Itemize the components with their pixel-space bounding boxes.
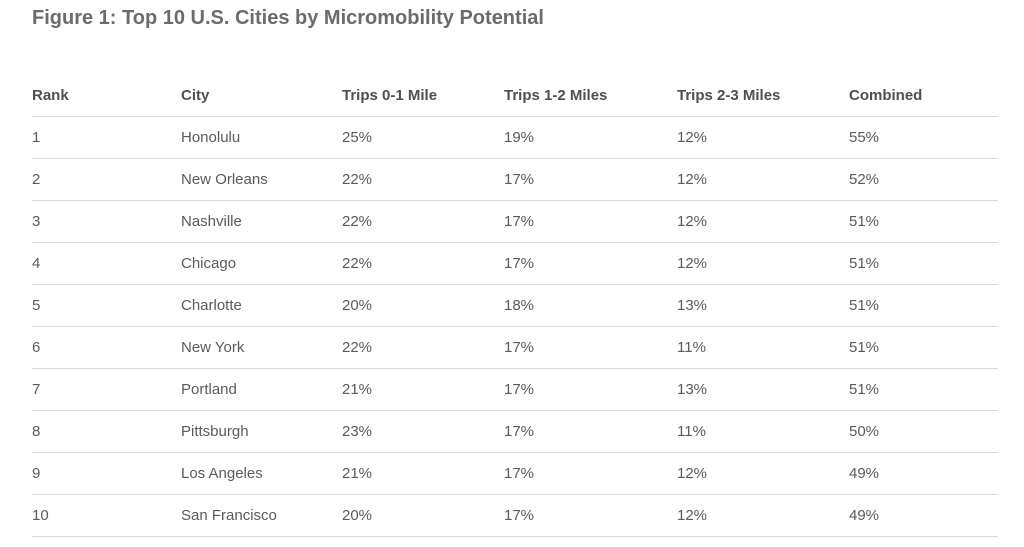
cell-city: Pittsburgh — [181, 410, 342, 453]
cell-city: Chicago — [181, 242, 342, 285]
table-row: 8 Pittsburgh 23% 17% 11% 50% — [32, 410, 998, 453]
cell-trips-0-1: 20% — [342, 284, 504, 327]
page-title: Figure 1: Top 10 U.S. Cities by Micromob… — [32, 7, 544, 29]
cell-trips-0-1: 22% — [342, 200, 504, 243]
cell-trips-2-3: 12% — [677, 200, 849, 243]
cell-rank: 5 — [32, 284, 181, 327]
cell-combined: 51% — [849, 284, 998, 327]
cell-combined: 55% — [849, 116, 998, 159]
cell-combined: 50% — [849, 410, 998, 453]
cell-combined: 49% — [849, 494, 998, 537]
column-header-combined: Combined — [849, 74, 998, 117]
table-row: 9 Los Angeles 21% 17% 12% 49% — [32, 452, 998, 495]
cell-trips-2-3: 12% — [677, 242, 849, 285]
cell-trips-1-2: 17% — [504, 326, 677, 369]
cell-trips-1-2: 17% — [504, 242, 677, 285]
column-header-trips-1-2: Trips 1-2 Miles — [504, 74, 677, 117]
column-header-trips-2-3: Trips 2-3 Miles — [677, 74, 849, 117]
cell-combined: 49% — [849, 452, 998, 495]
cell-combined: 51% — [849, 200, 998, 243]
cell-rank: 6 — [32, 326, 181, 369]
table-row: 1 Honolulu 25% 19% 12% 55% — [32, 116, 998, 159]
cell-city: Nashville — [181, 200, 342, 243]
column-header-trips-0-1: Trips 0-1 Mile — [342, 74, 504, 117]
cell-trips-1-2: 19% — [504, 116, 677, 159]
cell-trips-2-3: 13% — [677, 368, 849, 411]
column-header-city: City — [181, 74, 342, 117]
cell-trips-1-2: 17% — [504, 200, 677, 243]
cell-trips-1-2: 18% — [504, 284, 677, 327]
cell-rank: 10 — [32, 494, 181, 537]
cell-rank: 2 — [32, 158, 181, 201]
cell-trips-0-1: 22% — [342, 158, 504, 201]
cell-rank: 9 — [32, 452, 181, 495]
data-table: Rank City Trips 0-1 Mile Trips 1-2 Miles… — [32, 74, 998, 537]
cell-city: San Francisco — [181, 494, 342, 537]
cell-rank: 3 — [32, 200, 181, 243]
cell-combined: 51% — [849, 326, 998, 369]
cell-trips-2-3: 12% — [677, 452, 849, 495]
cell-trips-1-2: 17% — [504, 410, 677, 453]
table-row: 3 Nashville 22% 17% 12% 51% — [32, 200, 998, 243]
cell-trips-1-2: 17% — [504, 494, 677, 537]
table-row: 5 Charlotte 20% 18% 13% 51% — [32, 284, 998, 327]
cell-city: Los Angeles — [181, 452, 342, 495]
cell-city: Charlotte — [181, 284, 342, 327]
cell-trips-1-2: 17% — [504, 368, 677, 411]
table-row: 4 Chicago 22% 17% 12% 51% — [32, 242, 998, 285]
cell-trips-1-2: 17% — [504, 452, 677, 495]
cell-trips-2-3: 13% — [677, 284, 849, 327]
cell-trips-0-1: 21% — [342, 452, 504, 495]
cell-trips-0-1: 20% — [342, 494, 504, 537]
table-row: 10 San Francisco 20% 17% 12% 49% — [32, 494, 998, 537]
cell-combined: 51% — [849, 368, 998, 411]
table-row: 2 New Orleans 22% 17% 12% 52% — [32, 158, 998, 201]
cell-combined: 52% — [849, 158, 998, 201]
cell-trips-2-3: 11% — [677, 326, 849, 369]
cell-trips-0-1: 23% — [342, 410, 504, 453]
cell-city: New York — [181, 326, 342, 369]
cell-trips-2-3: 12% — [677, 158, 849, 201]
cell-trips-2-3: 11% — [677, 410, 849, 453]
cell-trips-0-1: 25% — [342, 116, 504, 159]
cell-combined: 51% — [849, 242, 998, 285]
cell-city: Honolulu — [181, 116, 342, 159]
table-header-row: Rank City Trips 0-1 Mile Trips 1-2 Miles… — [32, 74, 998, 117]
cell-trips-2-3: 12% — [677, 494, 849, 537]
cell-rank: 4 — [32, 242, 181, 285]
cell-city: Portland — [181, 368, 342, 411]
cell-trips-1-2: 17% — [504, 158, 677, 201]
cell-trips-0-1: 22% — [342, 242, 504, 285]
table-row: 6 New York 22% 17% 11% 51% — [32, 326, 998, 369]
column-header-rank: Rank — [32, 74, 181, 117]
cell-rank: 8 — [32, 410, 181, 453]
cell-city: New Orleans — [181, 158, 342, 201]
table-row: 7 Portland 21% 17% 13% 51% — [32, 368, 998, 411]
cell-trips-2-3: 12% — [677, 116, 849, 159]
cell-rank: 1 — [32, 116, 181, 159]
cell-trips-0-1: 22% — [342, 326, 504, 369]
cell-rank: 7 — [32, 368, 181, 411]
cell-trips-0-1: 21% — [342, 368, 504, 411]
